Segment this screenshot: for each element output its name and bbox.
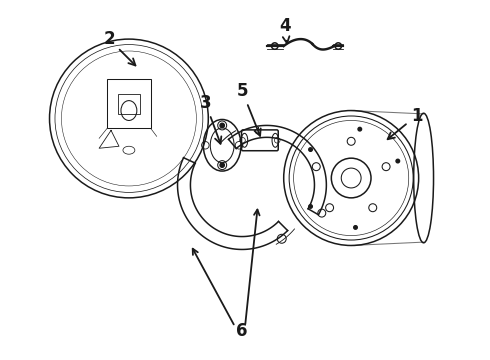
Text: 4: 4	[279, 17, 291, 43]
Circle shape	[309, 148, 312, 151]
Text: 1: 1	[388, 107, 422, 139]
Circle shape	[354, 226, 357, 229]
Circle shape	[220, 123, 224, 127]
Circle shape	[220, 163, 224, 167]
Text: 3: 3	[199, 94, 221, 144]
Text: 5: 5	[236, 82, 261, 136]
Circle shape	[396, 159, 399, 163]
Text: 6: 6	[236, 322, 248, 340]
Bar	[118, 94, 140, 113]
Bar	[107, 79, 151, 129]
Circle shape	[309, 205, 312, 208]
Circle shape	[358, 127, 362, 131]
Text: 2: 2	[103, 30, 135, 66]
